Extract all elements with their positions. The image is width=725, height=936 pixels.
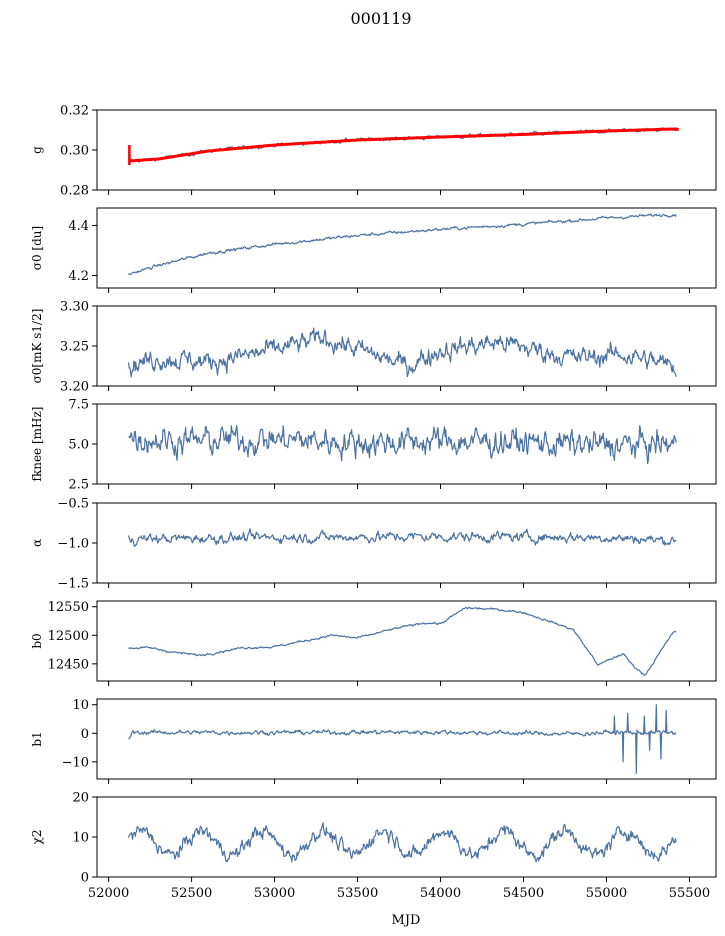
panel-frame (96, 502, 717, 584)
data-line (127, 327, 677, 378)
panel-frame (96, 109, 717, 191)
x-tick-label: 54000 (420, 886, 461, 901)
data-line (127, 822, 677, 863)
y-tick-label: 12500 (48, 629, 89, 644)
y-tick-label: 20 (72, 791, 89, 806)
panel-frame (96, 698, 717, 780)
panel-b0: 12450 12500 12550 b0 (30, 600, 717, 686)
y-tick-label: 12450 (48, 657, 89, 672)
y-axis-label: σ0[mK s1/2] (30, 309, 44, 384)
x-tick-label: 55000 (586, 886, 627, 901)
y-tick-label: 3.25 (60, 340, 89, 355)
x-tick-label: 52000 (88, 886, 129, 901)
figure-title: 000119 (350, 9, 411, 28)
panel-b1: −10 0 10 b1 (30, 698, 717, 784)
x-axis-label: MJD (392, 913, 421, 928)
y-axis-label: χ2 (30, 830, 44, 845)
data-line (128, 213, 677, 276)
y-tick-label: 10 (72, 831, 89, 846)
y-tick-label: 0 (81, 871, 89, 886)
y-axis-label: g (30, 146, 44, 154)
y-tick-label: 3.30 (60, 300, 89, 315)
y-tick-label: 12550 (48, 600, 89, 615)
y-axis-label: b1 (30, 731, 44, 746)
panel-frame (96, 305, 717, 387)
y-tick-label: −10 (62, 755, 89, 770)
x-tick-label: 53000 (254, 886, 295, 901)
y-tick-label: 7.5 (68, 398, 89, 413)
data-line (127, 528, 677, 548)
panel-fknee: 2.5 5.0 7.5 fknee [mHz] (30, 398, 717, 493)
y-axis-label: b0 (30, 633, 44, 648)
panel-frame (96, 796, 717, 878)
y-axis-label: α (30, 539, 44, 547)
y-tick-label: −0.5 (57, 497, 89, 512)
y-tick-label: −1.5 (57, 577, 89, 592)
x-tick-label: 54500 (503, 886, 544, 901)
panel-chi2: 0 10 20 52000 52500 53000 53500 54000 54500 55000… (30, 791, 717, 901)
panel-frame (96, 207, 717, 289)
y-tick-label: 0.32 (60, 104, 89, 119)
panel-frame (96, 600, 717, 682)
y-axis-label: fknee [mHz] (30, 407, 44, 482)
x-tick-label: 55500 (669, 886, 710, 901)
data-line (128, 606, 677, 676)
fit-line (128, 127, 679, 163)
panels: 0.28 0.30 0.32 g 4.2 4.4 σ0 [du] 3.20 3.25 3.30 σ0… (30, 104, 717, 901)
y-tick-label: 2.5 (68, 478, 89, 493)
panel-frame (96, 403, 717, 485)
data-line (128, 425, 677, 465)
y-tick-label: 0.28 (60, 184, 89, 199)
y-tick-label: 0 (81, 727, 89, 742)
x-tick-label: 53500 (337, 886, 378, 901)
y-tick-label: 5.0 (68, 438, 89, 453)
y-tick-label: 10 (72, 698, 89, 713)
panel-alpha: −1.5 −1.0 −0.5 α (30, 497, 717, 592)
panel-gain: 0.28 0.30 0.32 g (30, 104, 717, 199)
data-line (128, 704, 677, 774)
y-tick-label: 4.2 (68, 269, 89, 284)
y-tick-label: 0.30 (60, 144, 89, 159)
y-tick-label: 4.4 (68, 219, 89, 234)
y-axis-label: σ0 [du] (30, 226, 44, 270)
panel-sigma0-mk: 3.20 3.25 3.30 σ0[mK s1/2] (30, 300, 717, 395)
y-tick-label: −1.0 (57, 537, 89, 552)
x-tick-label: 52500 (171, 886, 212, 901)
y-tick-label: 3.20 (60, 380, 89, 395)
panel-sigma0-du: 4.2 4.4 σ0 [du] (30, 207, 717, 293)
